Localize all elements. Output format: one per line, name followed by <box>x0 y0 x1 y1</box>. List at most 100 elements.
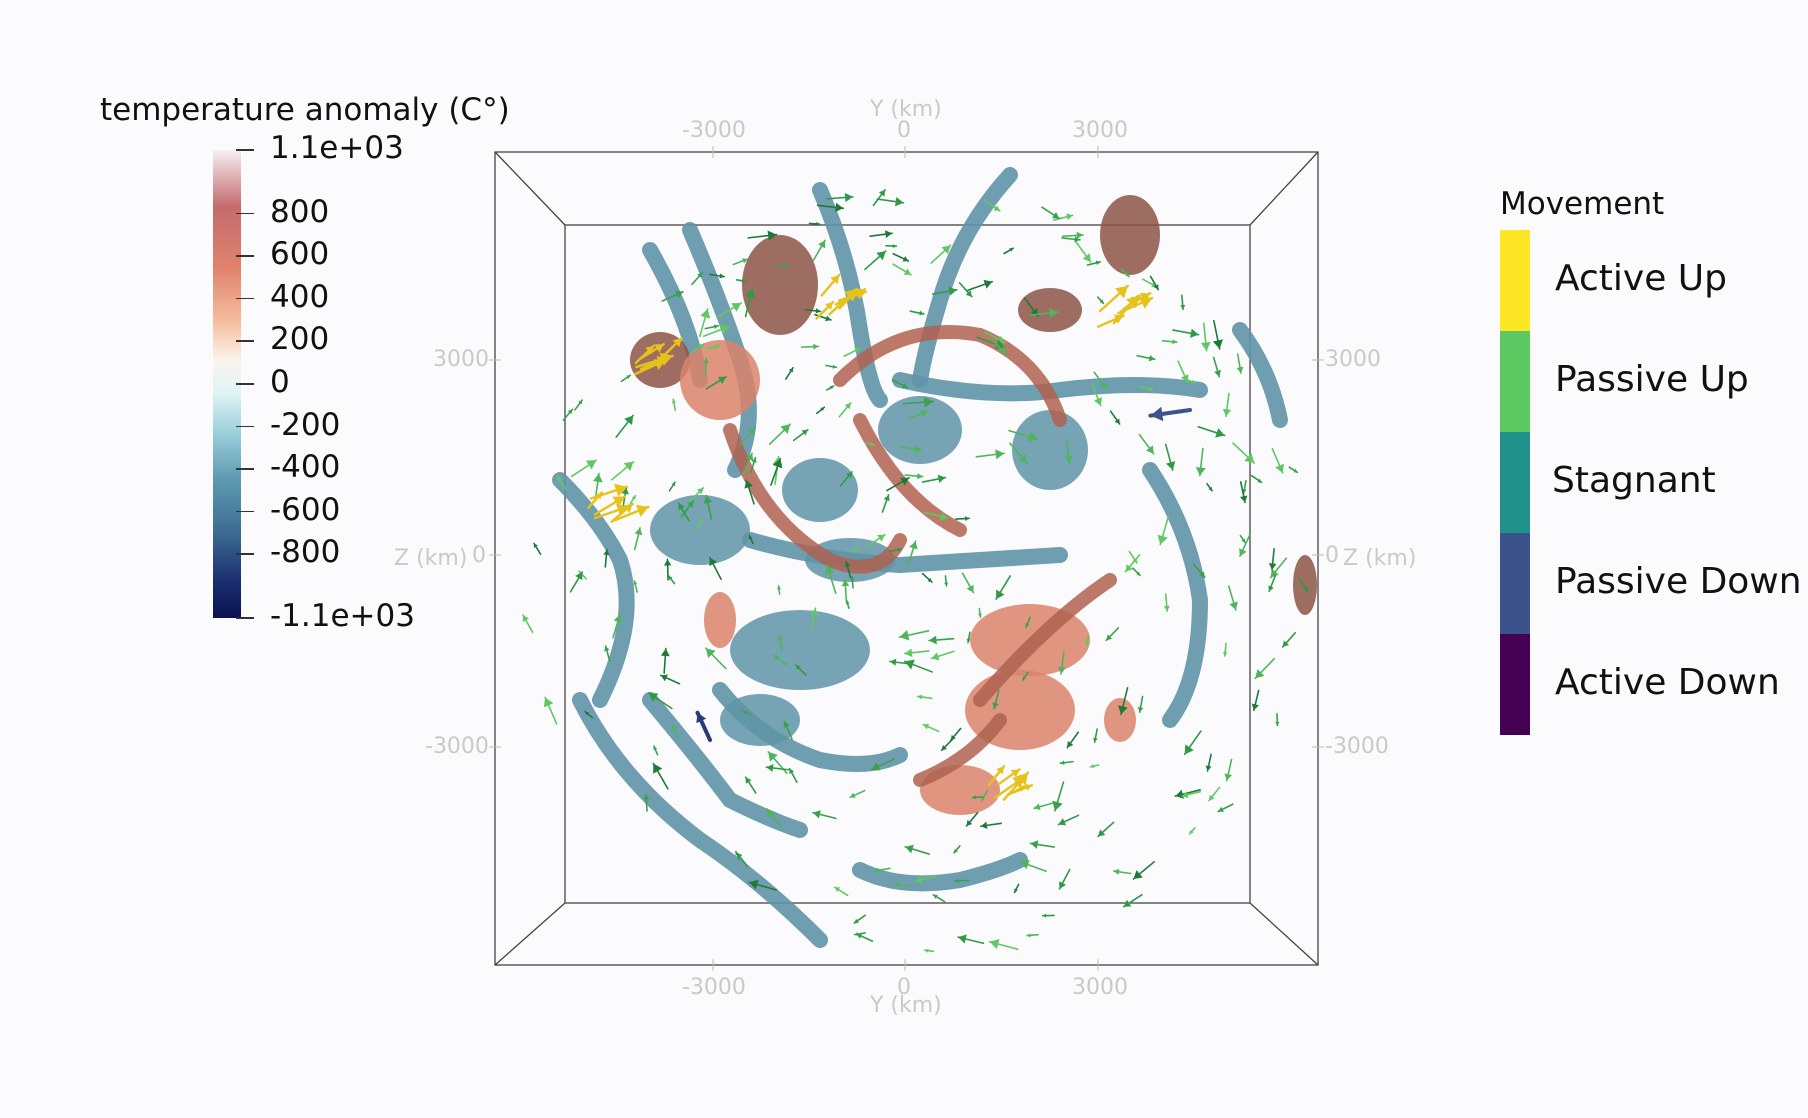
velocity-arrow-head <box>1244 453 1255 464</box>
velocity-arrow-head <box>1099 299 1104 304</box>
y-axis-tick-bottom-2: 0 <box>897 975 911 1000</box>
box-corner-edge <box>1249 151 1319 226</box>
velocity-arrow-head <box>876 251 886 261</box>
velocity-arrow-head <box>953 848 958 853</box>
velocity-arrow-head <box>915 875 923 884</box>
velocity-arrow-head <box>850 792 856 798</box>
velocity-arrow-head <box>1090 764 1095 769</box>
velocity-arrow-head <box>653 746 658 751</box>
cold-anomaly-sheet <box>892 372 1208 402</box>
velocity-arrow-head <box>854 918 859 924</box>
velocity-arrow-head <box>1241 538 1246 543</box>
velocity-arrow-head <box>1222 408 1232 417</box>
velocity-arrow-head <box>612 496 625 508</box>
velocity-arrow-head <box>871 762 881 771</box>
velocity-arrow-head <box>1010 769 1020 778</box>
velocity-arrow-head <box>621 487 629 495</box>
velocity-arrow-head <box>698 343 704 349</box>
velocity-arrow-head <box>567 409 573 415</box>
velocity-arrow-head <box>1195 466 1206 476</box>
velocity-arrow-head <box>1255 669 1265 679</box>
velocity-arrow-head <box>998 346 1007 354</box>
velocity-arrow-head <box>1200 342 1211 351</box>
colorbar-tick-mark <box>236 297 254 300</box>
velocity-arrow-head <box>801 429 808 436</box>
velocity-arrow-head <box>977 613 983 618</box>
colorbar-tick-label: 0 <box>270 364 290 400</box>
velocity-arrow-head <box>696 712 707 724</box>
velocity-arrow-head <box>1051 211 1060 219</box>
velocity-arrow-head <box>1239 548 1247 557</box>
velocity-arrow-head <box>854 547 859 552</box>
y-axis-title-top: Y (km) <box>870 97 942 122</box>
velocity-arrow-head <box>1018 453 1027 463</box>
colorbar-tick-label: 800 <box>270 193 330 230</box>
velocity-arrow-head <box>1137 706 1144 713</box>
velocity-arrow-head <box>603 549 610 556</box>
colorbar-tick-mark <box>236 510 254 513</box>
velocity-arrow-head <box>1257 478 1262 483</box>
velocity-arrow-head <box>749 879 759 890</box>
velocity-arrow-head <box>585 711 589 716</box>
velocity-arrow-head <box>1229 601 1238 610</box>
velocity-arrow-head <box>772 458 783 469</box>
velocity-arrow-head <box>870 442 875 447</box>
velocity-arrow-head <box>939 512 948 521</box>
box-corner-edge <box>494 902 566 966</box>
colorbar-tick-label: -800 <box>270 534 341 571</box>
velocity-arrow-head <box>788 367 793 373</box>
velocity-arrow-head <box>1014 888 1018 893</box>
colorbar-tick-label: 600 <box>270 236 330 273</box>
velocity-arrow-head <box>1125 564 1133 572</box>
velocity-arrow-head <box>1212 339 1223 349</box>
velocity-arrow-head <box>1172 339 1177 345</box>
velocity-arrow-head <box>892 243 897 249</box>
y-axis-tick-top-2: 0 <box>897 118 911 143</box>
cold-anomaly-sheet <box>572 692 828 948</box>
velocity-arrow-head <box>1275 721 1280 726</box>
velocity-arrow-head <box>1175 789 1184 799</box>
velocity-arrow-head <box>1030 840 1039 849</box>
velocity-arrow-head <box>923 723 930 730</box>
velocity-arrow-head <box>705 648 716 658</box>
hot-anomaly-blob <box>742 235 818 335</box>
velocity-arrow-head <box>820 407 825 412</box>
velocity-arrow-head <box>1208 794 1215 801</box>
colorbar-tick-mark <box>236 149 254 151</box>
velocity-arrow-head <box>745 288 756 299</box>
velocity-arrow-head <box>1098 829 1106 837</box>
velocity-arrow-head <box>773 655 780 661</box>
velocity-arrow-head <box>745 777 752 784</box>
velocity-arrow-head <box>663 559 672 566</box>
colorbar-tick-mark <box>236 425 254 428</box>
velocity-arrow-head <box>1052 800 1063 811</box>
velocity-arrow-head <box>751 457 757 463</box>
velocity-arrow-head <box>742 258 748 264</box>
velocity-arrow-head <box>1251 703 1259 711</box>
velocity-arrow-head <box>1150 406 1164 422</box>
velocity-arrow-head <box>635 504 649 518</box>
velocity-arrow-head <box>1093 737 1098 743</box>
velocity-arrow-head <box>1268 563 1277 570</box>
velocity-arrow-head <box>768 751 778 762</box>
velocity-arrow-head <box>877 534 885 542</box>
y-axis-tick-top-3: 3000 <box>1072 118 1128 143</box>
velocity-arrow-head <box>659 352 673 366</box>
colorbar-tick-mark <box>236 468 254 470</box>
velocity-arrow-head <box>941 744 947 751</box>
hot-anomaly-filament <box>833 325 1067 427</box>
velocity-arrow-head <box>853 288 865 300</box>
velocity-arrow-head <box>1136 571 1140 576</box>
velocity-arrow-head <box>633 580 638 585</box>
velocity-arrow-head <box>1214 369 1222 377</box>
velocity-arrow-head <box>883 494 890 502</box>
velocity-arrow-head <box>696 487 704 495</box>
velocity-arrow-head <box>899 630 910 641</box>
velocity-arrow-head <box>1027 431 1038 442</box>
z-axis-tick-right-3: -3000 <box>1325 734 1389 759</box>
hot-anomaly-blob <box>704 592 736 648</box>
velocity-arrow-head <box>557 476 563 482</box>
velocity-arrow-head <box>623 461 634 471</box>
cold-anomaly-blob <box>720 694 800 746</box>
velocity-arrow-head <box>1113 868 1120 875</box>
